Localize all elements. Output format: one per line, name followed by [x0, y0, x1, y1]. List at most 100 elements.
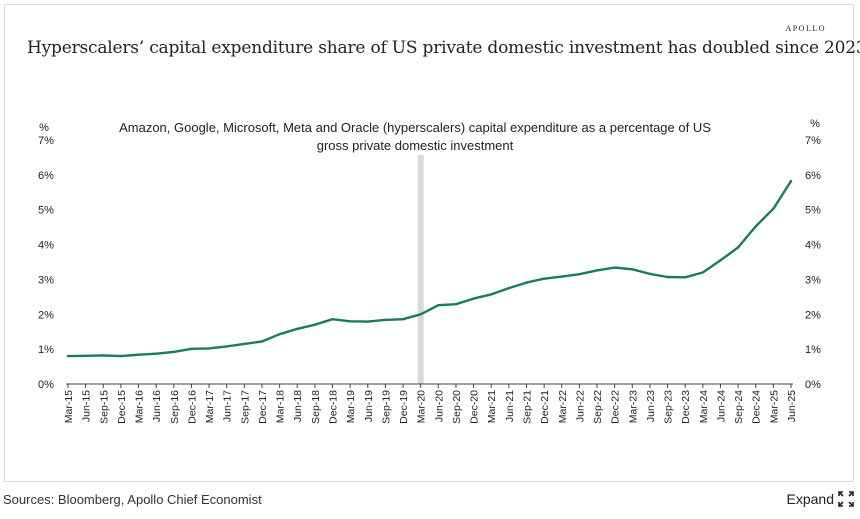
- data-point: [348, 320, 352, 323]
- data-point: [331, 317, 334, 321]
- data-point: [260, 340, 264, 343]
- data-point: [719, 259, 722, 262]
- y-tick-left-label: 3%: [38, 274, 54, 286]
- data-point: [207, 347, 211, 350]
- data-point: [172, 350, 176, 354]
- x-tick-label: Dec-24: [751, 390, 763, 424]
- y-tick-left-label: 5%: [38, 205, 54, 217]
- data-point: [454, 302, 458, 306]
- x-tick-label: Dec-18: [328, 390, 340, 424]
- series-group: [66, 179, 793, 358]
- y-tick-left-label: 7%: [38, 135, 54, 147]
- x-tick-label: Jun-24: [715, 390, 727, 422]
- x-tick-label: Mar-19: [345, 390, 357, 423]
- brand-logo: APOLLO: [785, 24, 826, 33]
- data-point: [384, 318, 387, 322]
- x-tick-label: Sep-24: [733, 390, 745, 424]
- x-tick-label: Mar-24: [698, 390, 710, 423]
- data-point: [666, 275, 669, 279]
- data-point: [137, 353, 140, 356]
- expand-label: Expand: [786, 491, 834, 507]
- x-tick-label: Sep-20: [451, 390, 463, 424]
- data-point: [296, 327, 299, 331]
- series-line: [66, 179, 793, 358]
- x-tick-label: Sep-15: [98, 390, 110, 424]
- x-tick-label: Mar-15: [63, 390, 75, 423]
- x-tick-label: Mar-20: [416, 390, 428, 423]
- data-point: [578, 273, 581, 276]
- data-point: [542, 277, 546, 280]
- x-tick-label: Jun-20: [433, 390, 445, 422]
- x-tick-label: Sep-22: [592, 390, 604, 424]
- x-tick-label: Dec-23: [680, 390, 692, 424]
- y-axis-left-unit: %: [39, 122, 49, 134]
- y-tick-left-label: 2%: [38, 309, 54, 321]
- x-tick-label: Jun-18: [292, 390, 304, 422]
- data-point: [648, 272, 652, 276]
- y-axis-right: 0% 1% 2% 3% 4% 5% 6% 7%: [805, 135, 821, 391]
- y-tick-right-label: 2%: [805, 309, 821, 321]
- x-tick-label: Dec-16: [186, 390, 198, 424]
- x-tick-label: Jun-16: [151, 390, 163, 422]
- data-point: [401, 317, 405, 321]
- x-tick-label: Sep-17: [239, 390, 251, 424]
- y-tick-right-label: 7%: [805, 135, 821, 147]
- x-tick-label: Dec-22: [610, 390, 622, 424]
- data-point: [472, 297, 475, 300]
- data-point: [507, 286, 511, 290]
- expand-button[interactable]: Expand: [787, 491, 854, 507]
- y-tick-right-label: 1%: [805, 344, 821, 356]
- data-point: [366, 320, 369, 323]
- x-tick-label: Jun-25: [786, 390, 798, 422]
- data-point: [102, 354, 105, 357]
- x-tick-label: Jun-19: [363, 390, 375, 422]
- x-tick-label: Mar-16: [134, 390, 146, 423]
- x-tick-label: Dec-20: [469, 390, 481, 424]
- data-point: [243, 342, 246, 346]
- data-point: [84, 354, 87, 357]
- data-point: [789, 179, 793, 183]
- x-tick-label: Dec-15: [116, 390, 128, 424]
- data-point: [683, 276, 687, 279]
- sources-note: Sources: Bloomberg, Apollo Chief Economi…: [3, 492, 262, 507]
- chart-card: [4, 4, 854, 482]
- x-tick-label: Mar-22: [557, 390, 569, 423]
- x-tick-label: Sep-23: [663, 390, 675, 424]
- y-tick-right-label: 0%: [805, 379, 821, 391]
- data-point: [66, 354, 70, 358]
- y-tick-left-label: 1%: [38, 344, 54, 356]
- x-tick-label: Mar-18: [275, 390, 287, 423]
- x-tick-label: Mar-23: [627, 390, 639, 423]
- expand-icon: [838, 491, 854, 507]
- x-tick-label: Jun-17: [222, 390, 234, 422]
- data-point: [190, 347, 193, 350]
- data-point: [754, 225, 757, 228]
- data-point: [313, 323, 317, 326]
- data-point: [437, 304, 440, 307]
- x-tick-label: Dec-21: [539, 390, 551, 424]
- chart-subtitle-line-1: Amazon, Google, Microsoft, Meta and Orac…: [119, 120, 711, 135]
- x-tick-label: Mar-21: [486, 390, 498, 423]
- data-point: [560, 275, 563, 278]
- y-tick-right-label: 3%: [805, 274, 821, 286]
- data-point: [772, 207, 775, 210]
- x-tick-label: Jun-15: [81, 390, 93, 422]
- data-point: [595, 269, 599, 272]
- y-tick-right-label: 5%: [805, 205, 821, 217]
- data-point: [225, 345, 228, 348]
- highlight-band: [417, 155, 424, 384]
- data-point: [154, 352, 158, 355]
- chart-subtitle-line-2: gross private domestic investment: [317, 138, 514, 153]
- x-tick-label: Mar-25: [768, 390, 780, 423]
- x-tick-label: Jun-23: [645, 390, 657, 422]
- data-point: [736, 246, 740, 249]
- x-axis: Mar-15 Jun-15 Sep-15 Dec-15 Mar-16 Jun-16 Sep-…: [63, 383, 798, 424]
- y-tick-left-label: 6%: [38, 170, 54, 182]
- data-point: [119, 354, 123, 358]
- y-tick-left-label: 0%: [38, 379, 54, 391]
- x-tick-label: Sep-21: [521, 390, 533, 424]
- chart-title: Hyperscalers’ capital expenditure share …: [27, 38, 860, 58]
- y-tick-right-label: 4%: [805, 240, 821, 252]
- data-point: [631, 268, 634, 271]
